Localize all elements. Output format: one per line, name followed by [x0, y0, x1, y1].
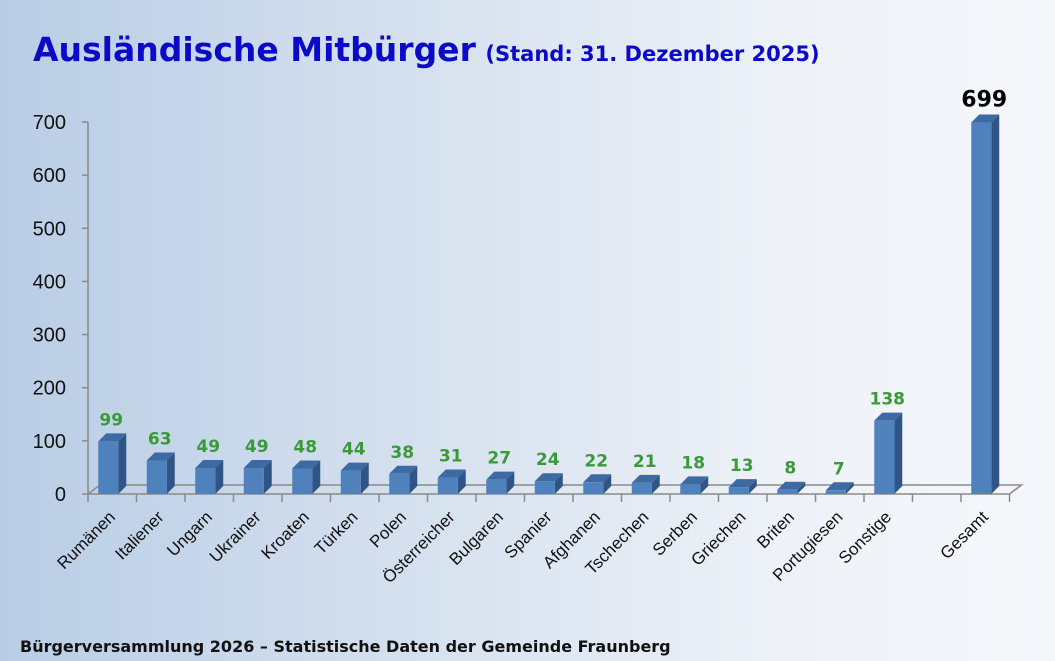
bar-side — [118, 433, 127, 494]
bar — [98, 441, 119, 494]
bar-side — [506, 471, 515, 494]
bar-side — [166, 452, 175, 494]
x-category-label: Polen — [366, 507, 410, 551]
bar-side — [409, 465, 418, 494]
bar-side — [263, 459, 272, 494]
bar-top — [98, 433, 127, 442]
bar-top — [486, 471, 515, 480]
bar-top — [437, 469, 466, 478]
data-label: 63 — [148, 430, 172, 450]
bar-side — [603, 474, 612, 494]
bar-top — [243, 459, 272, 468]
data-label: 44 — [342, 440, 366, 460]
bar-top — [631, 474, 660, 483]
bar-side — [797, 481, 806, 494]
chart-title-subtitle: (Stand: 31. Dezember 2025) — [485, 42, 820, 66]
data-label: 7 — [833, 459, 845, 479]
bar-side — [748, 479, 757, 494]
bar — [971, 122, 992, 494]
chart-title-main: Ausländische Mitbürger — [33, 30, 476, 69]
bar-side — [360, 462, 369, 494]
x-category-label: Türken — [311, 507, 362, 558]
data-label: 24 — [536, 450, 560, 470]
bar — [292, 468, 313, 494]
x-category-label: Gesamt — [937, 507, 993, 563]
y-tick-label: 600 — [33, 165, 66, 187]
bar — [680, 484, 701, 494]
bar-top — [146, 452, 175, 461]
bar — [583, 482, 604, 494]
bar-side — [651, 474, 660, 494]
x-category-label: Italiener — [111, 507, 167, 563]
bar-top — [971, 114, 1000, 123]
data-label: 49 — [196, 437, 220, 457]
bar-top — [340, 462, 369, 471]
bar — [874, 420, 895, 494]
y-tick-label: 0 — [55, 484, 66, 506]
bar-top — [583, 474, 612, 483]
data-label: 31 — [439, 447, 463, 467]
data-label: 22 — [584, 451, 608, 471]
chart-floor — [87, 484, 1024, 495]
bar-top — [728, 479, 757, 488]
bar-top — [292, 460, 321, 469]
bar-side — [457, 469, 466, 494]
bar-top — [534, 473, 563, 482]
bar-top — [389, 465, 418, 474]
bar-side — [894, 412, 903, 494]
bar — [728, 487, 749, 494]
y-tick-label: 200 — [33, 378, 66, 400]
bar-top — [777, 481, 806, 490]
bar — [195, 467, 216, 494]
footer-text: Bürgerversammlung 2026 – Statistische Da… — [20, 637, 671, 656]
bar-side — [312, 460, 321, 494]
data-label: 8 — [784, 459, 796, 479]
data-label: 18 — [681, 453, 705, 473]
bar — [534, 481, 555, 494]
x-category-label: Briten — [753, 507, 798, 552]
bar-side — [991, 114, 1000, 494]
bar-top — [874, 412, 903, 421]
x-category-label: Sonstige — [835, 507, 895, 567]
y-tick-label: 500 — [33, 218, 66, 240]
bar — [777, 489, 798, 494]
chart-title: Ausländische Mitbürger (Stand: 31. Dezem… — [33, 30, 820, 69]
x-category-label: Ukrainer — [206, 507, 265, 566]
y-tick-label: 400 — [33, 271, 66, 293]
bar-side — [845, 482, 854, 494]
data-label: 21 — [633, 452, 657, 472]
data-label: 99 — [99, 410, 123, 430]
bar — [437, 477, 458, 494]
data-label: 48 — [293, 437, 317, 457]
data-label: 13 — [730, 456, 754, 476]
x-category-label: Bulgaren — [446, 507, 508, 569]
x-category-label: Rumänen — [54, 507, 120, 573]
bar-top — [680, 476, 709, 485]
bar — [486, 479, 507, 494]
y-tick-label: 100 — [33, 431, 66, 453]
y-tick-label: 300 — [33, 325, 66, 347]
bar-top — [195, 459, 224, 468]
bar-side — [700, 476, 709, 494]
bar — [631, 482, 652, 494]
bar-top — [825, 482, 854, 491]
x-category-label: Kroaten — [258, 507, 314, 563]
y-tick-label: 700 — [33, 112, 66, 134]
bar — [340, 470, 361, 494]
bar — [389, 473, 410, 494]
data-label: 138 — [870, 390, 906, 410]
bar-side — [554, 473, 563, 494]
bar — [146, 460, 167, 494]
bar — [825, 490, 846, 494]
data-label: 38 — [390, 443, 414, 463]
data-label: 699 — [961, 88, 1007, 113]
bar-side — [215, 459, 224, 494]
bar — [243, 467, 264, 494]
data-label: 49 — [245, 437, 269, 457]
data-label: 27 — [487, 449, 511, 469]
